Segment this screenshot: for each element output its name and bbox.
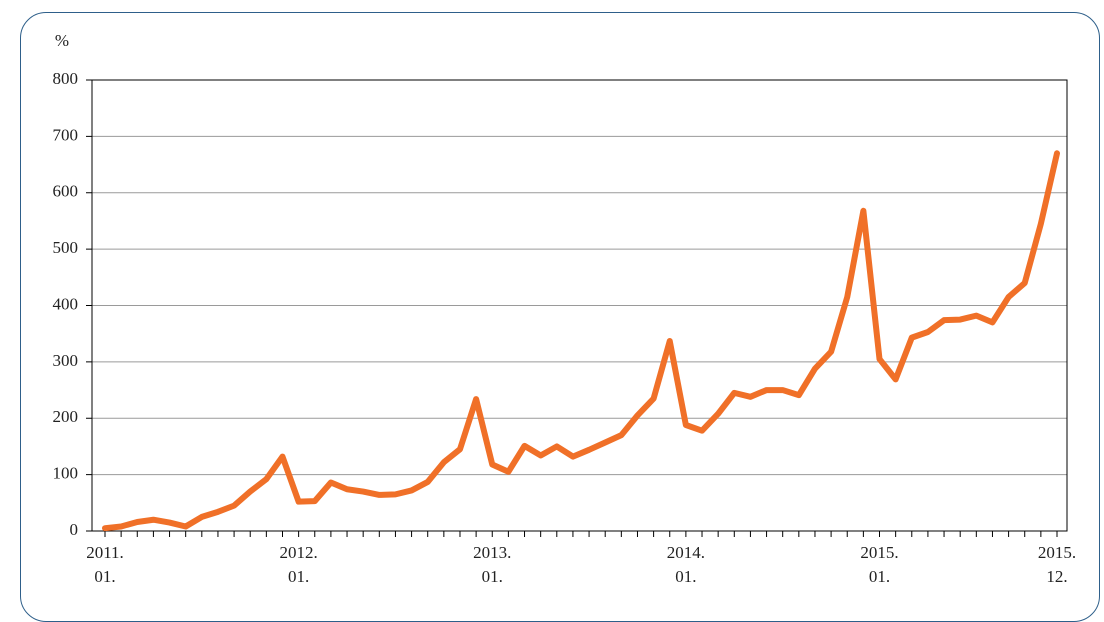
y-tick-label: 500 [53,238,79,257]
page: {"chart_data": {"type": "line", "y_label… [20,12,1100,622]
x-tick-label: 2014. 01. [666,543,705,586]
x-tick-label: 2015. 01. [860,543,899,586]
y-axis-unit: % [55,31,69,50]
x-tick-label: 2015. 12. [1037,543,1077,586]
x-tick-label: 2011. 01. [86,543,124,586]
y-tick-label: 100 [53,464,79,483]
y-tick-label: 200 [53,407,79,426]
y-tick-label: 400 [53,294,79,313]
x-tick-label: 2013. 01. [473,543,512,586]
data-line [102,150,1060,532]
plot-border [91,79,1068,532]
y-tick-label: 800 [53,69,79,88]
y-tick-label: 600 [53,182,79,201]
y-tick-label: 0 [70,520,79,539]
y-tick-label: 700 [53,125,79,144]
y-tick-label: 300 [53,351,79,370]
chart: % 0 100 200 300 400 500 600 700 800 [53,31,1068,539]
x-tick-label: 2012. 01. [279,543,318,586]
